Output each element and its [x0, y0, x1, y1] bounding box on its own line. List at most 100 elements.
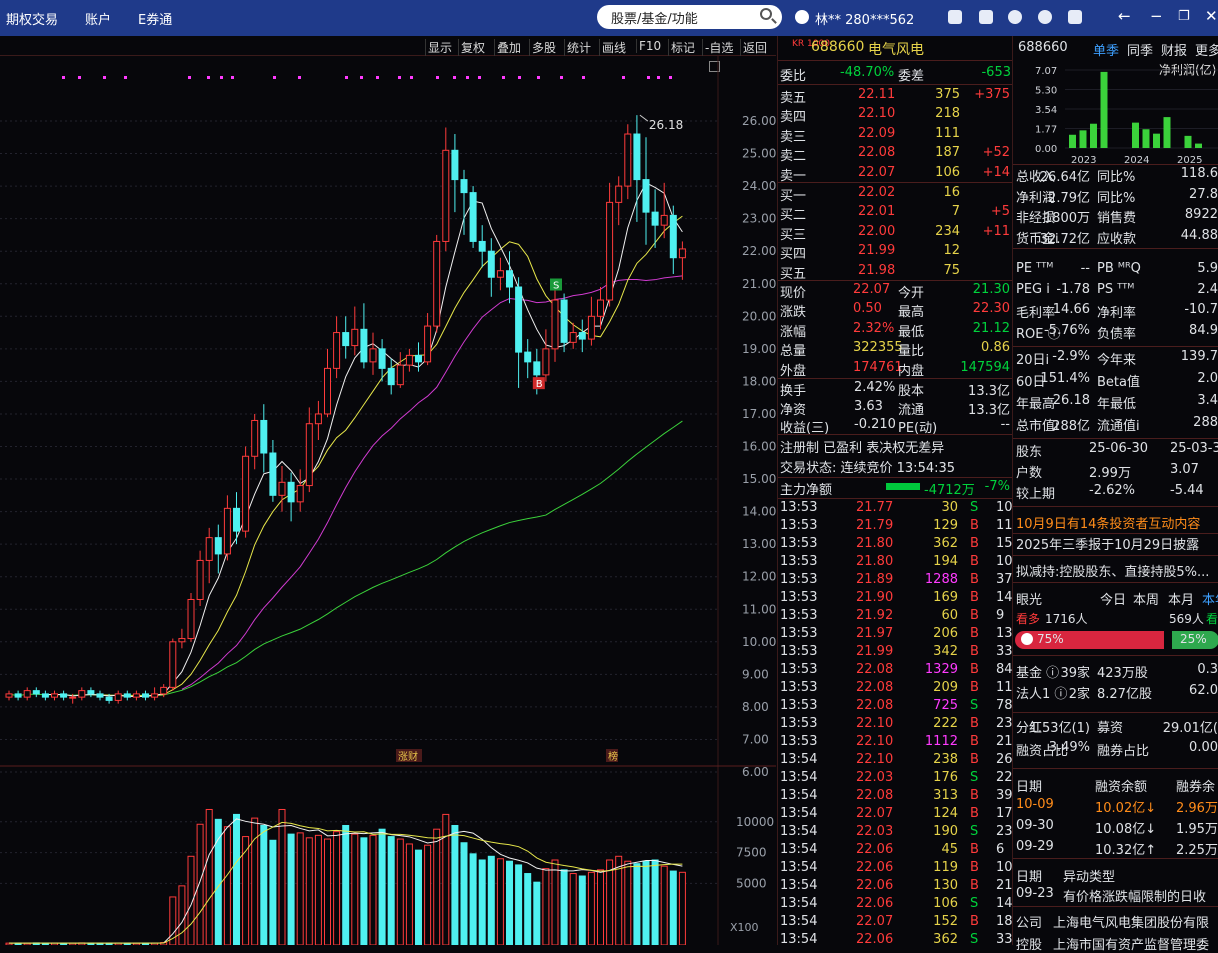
headset-icon[interactable]	[1038, 10, 1052, 24]
finance-panel: 688660 单季 同季 财报 更多 净利润(亿) 7.07 5.30 3.54 1.7…	[1012, 36, 1218, 953]
ask-price: 22.11	[858, 87, 896, 102]
stat-value: 22.30	[972, 301, 1010, 317]
tab-report[interactable]: 财报	[1161, 44, 1188, 59]
eye-tab-week[interactable]: 本周	[1133, 593, 1160, 608]
candle-body	[23, 690, 31, 698]
trade-price: 22.08	[856, 788, 894, 803]
trade-price: 21.92	[856, 608, 894, 623]
trade-price: 21.80	[856, 536, 894, 551]
company-value: 上海电气风电集团股份有限	[1053, 916, 1210, 931]
fin-value: 2.4	[1197, 281, 1218, 297]
fin-value: 288亿	[1052, 419, 1090, 434]
bid-label: 买二	[780, 208, 807, 224]
ask-price: 22.08	[858, 145, 896, 161]
margin-row: 09-30 10.08亿↓ 1.95万	[1013, 817, 1218, 837]
toolbar-stats[interactable]: 统计	[564, 39, 593, 56]
restore-icon[interactable]: ❐	[1178, 9, 1190, 24]
mini-tick-label: 3.54	[1035, 105, 1057, 116]
tab-more[interactable]: 更多	[1195, 44, 1218, 59]
toolbar-multi[interactable]: 多股	[529, 39, 558, 56]
event-dot	[582, 76, 585, 79]
fin-code: 688660	[1018, 40, 1068, 55]
news-3-text[interactable]: 拟减持:控股股东、直接持股5%...	[1016, 565, 1210, 580]
candle-body	[451, 149, 459, 181]
eye-tab-month[interactable]: 本月	[1168, 593, 1195, 608]
trade-side: B	[970, 626, 979, 641]
stat-row: 总量 322355 量比 0.86	[778, 339, 1012, 359]
tab-same-quarter[interactable]: 同季	[1127, 44, 1154, 59]
stat-row: 换手 2.42% 股本 13.3亿	[778, 379, 1012, 399]
news-2-text[interactable]: 2025年三季报于10月29日披露	[1016, 538, 1200, 553]
mini-tick-label: 0.00	[1035, 144, 1057, 155]
mini-bar	[1142, 129, 1150, 148]
main-flow-row: 主力净额 -4712万 -7%	[778, 478, 1013, 498]
back-icon[interactable]: ←	[1118, 7, 1131, 25]
abn-date: 09-23	[1016, 886, 1054, 901]
f-icon[interactable]	[979, 10, 993, 24]
chart-settings-icon[interactable]	[709, 61, 720, 72]
price-tick-label: 10.00	[742, 635, 776, 649]
layers-icon[interactable]	[948, 10, 962, 24]
event-dot	[103, 76, 106, 79]
bid-label: 买四	[780, 247, 807, 263]
menu-account[interactable]: 账户	[85, 13, 112, 28]
trade-row: 13:53 21.90 169 B 14	[778, 589, 1013, 608]
trade-side: B	[970, 518, 979, 533]
candle-body	[178, 638, 186, 643]
trade-price: 22.06	[856, 896, 894, 911]
minimize-icon[interactable]: −	[1150, 7, 1163, 25]
toolbar-display[interactable]: 显示	[425, 39, 454, 56]
event-dot	[537, 76, 540, 79]
fin-label: PB ᴹᴿQ	[1097, 261, 1141, 276]
settings-icon[interactable]	[1008, 10, 1022, 24]
trade-price: 21.80	[856, 554, 894, 569]
tab-quarter[interactable]: 单季	[1093, 44, 1120, 59]
event-marker	[396, 749, 422, 762]
menu-e-quan-tong[interactable]: E券通	[138, 13, 173, 28]
toolbar-watchlist[interactable]: -自选	[702, 39, 735, 56]
message-icon[interactable]	[1068, 10, 1082, 24]
user-avatar-icon[interactable]	[795, 10, 809, 24]
ask-price: 22.07	[858, 164, 896, 180]
candle-body	[424, 325, 432, 363]
eye-tab-year[interactable]: 本年	[1202, 593, 1218, 608]
volume-bar	[387, 836, 395, 945]
trade-count: 21	[996, 734, 1013, 749]
news-1-text[interactable]: 10月9日有14条投资者互动内容	[1016, 517, 1201, 532]
toolbar-back[interactable]: 返回	[740, 39, 769, 56]
toolbar-adjust[interactable]: 复权	[458, 39, 487, 56]
event-dot	[647, 76, 650, 79]
user-name[interactable]: 林** 280***562	[815, 13, 915, 28]
candle-body	[396, 364, 404, 386]
volume-bar	[169, 896, 177, 945]
holder-label: 户数	[1016, 466, 1043, 481]
price-tick-label: 19.00	[742, 342, 776, 356]
close-icon[interactable]: ✕	[1205, 7, 1218, 25]
ask-change: +14	[982, 164, 1010, 180]
search-input[interactable]: 股票/基金/功能	[597, 5, 782, 29]
menu-options-trading[interactable]: 期权交易	[6, 13, 59, 28]
candle-body	[60, 693, 68, 698]
fin-header: 688660 单季 同季 财报 更多	[1013, 39, 1218, 59]
ask-label: 卖一	[780, 168, 807, 184]
fin-value: 32.72亿	[1039, 231, 1090, 247]
toolbar-mark[interactable]: 标记	[668, 39, 697, 56]
stat-label: 涨幅	[780, 324, 807, 340]
fin-label: 基金 ⓘ	[1016, 666, 1060, 681]
event-dot	[231, 76, 234, 79]
stat-label: 股本	[898, 384, 925, 399]
trade-side: B	[970, 680, 979, 695]
candle-body	[360, 328, 368, 363]
trade-time: 13:54	[780, 806, 818, 821]
event-dot	[398, 76, 401, 79]
stat-label: 收益(三)	[780, 421, 830, 436]
eye-tab-today[interactable]: 今日	[1100, 593, 1127, 608]
event-dot	[478, 76, 481, 79]
search-icon[interactable]	[760, 8, 772, 20]
candle-body	[578, 332, 586, 340]
ma10-line	[90, 215, 683, 697]
toolbar-draw[interactable]: 画线	[599, 39, 628, 56]
fin-value: 0.00	[1189, 740, 1218, 755]
toolbar-overlay[interactable]: 叠加	[494, 39, 523, 56]
toolbar-f10[interactable]: F10	[636, 39, 663, 53]
